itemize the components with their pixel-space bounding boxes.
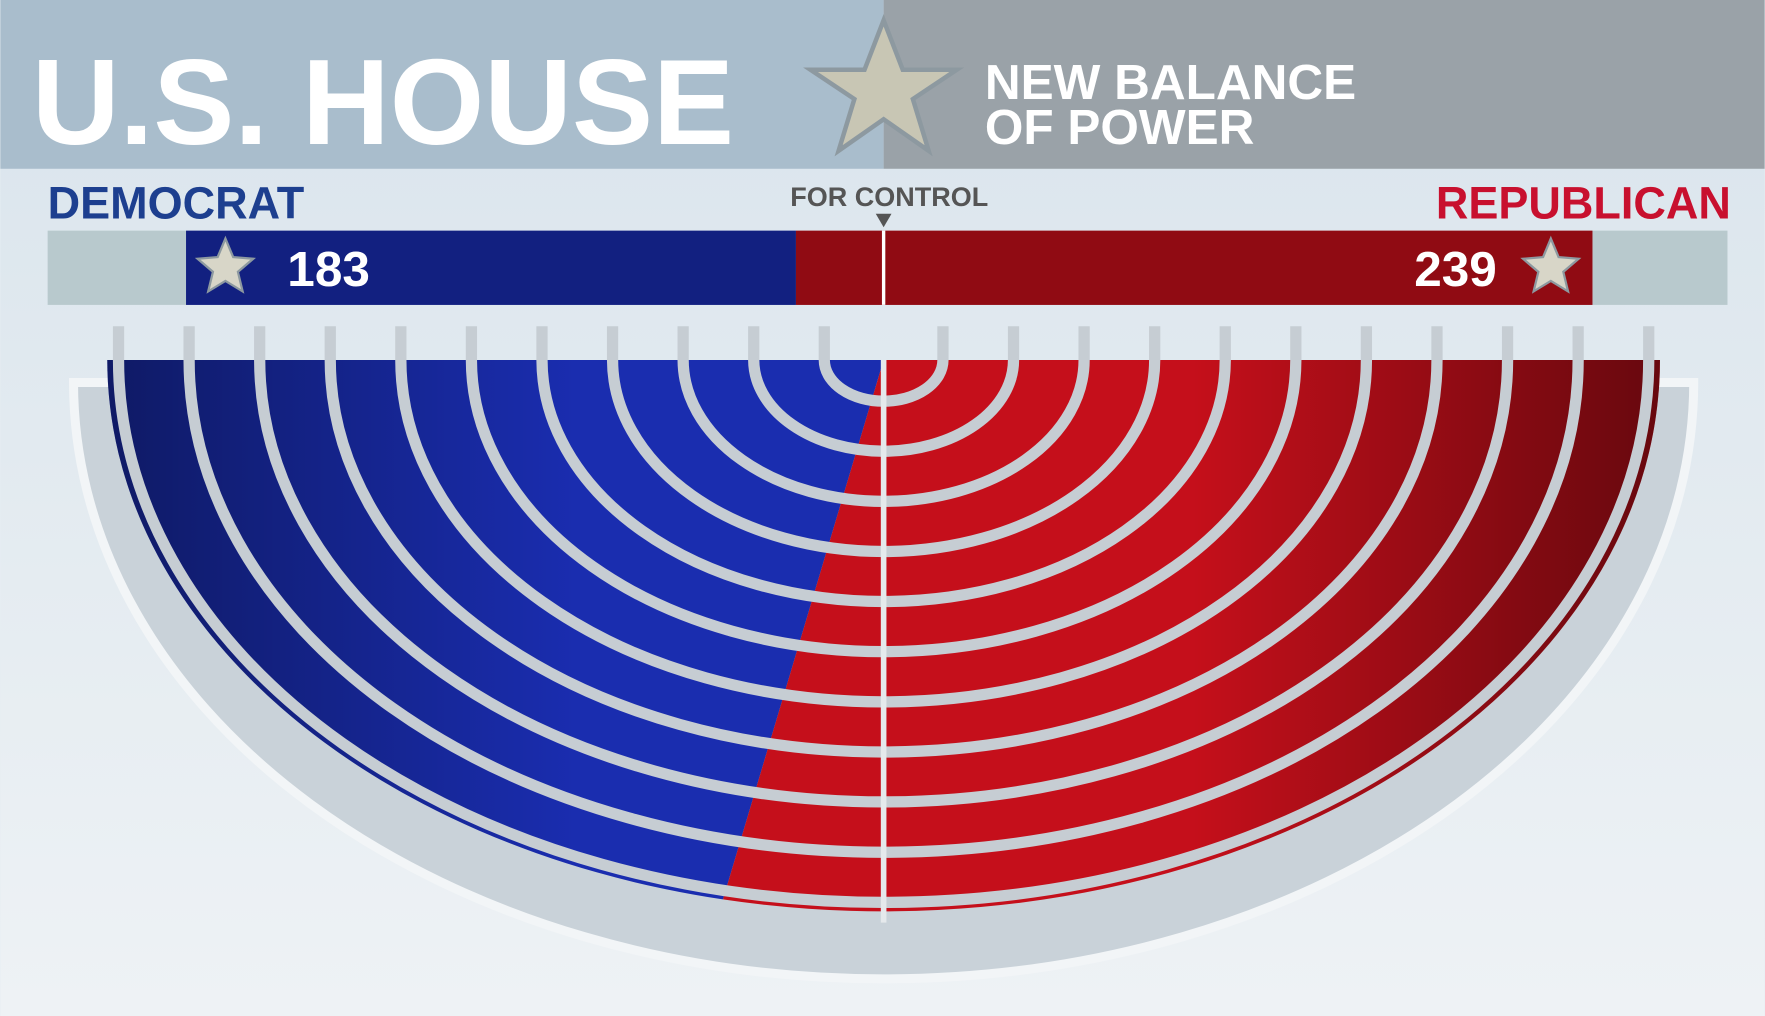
- subtitle-line: OF POWER: [985, 100, 1254, 155]
- bar-shade: [186, 231, 1592, 305]
- title: U.S. HOUSE: [32, 34, 734, 170]
- democrat-count: 183: [287, 242, 370, 297]
- page-body: {"header": {"title": "U.S. HOUSE", "subt…: [0, 0, 1765, 1016]
- democrat-label: DEMOCRAT: [48, 177, 305, 228]
- bar-cap: [1592, 231, 1727, 305]
- seat-bar: 183 239: [186, 231, 1592, 305]
- bar-cap: [48, 231, 186, 305]
- page: U.S. House html, body { margin: 0; paddi…: [0, 0, 1765, 1016]
- control-label: FOR CONTROL: [790, 182, 988, 212]
- republican-label: REPUBLICAN: [1436, 177, 1731, 228]
- graphic: U.S. HOUSE NEW BALANCE OF POWER DEMOCRAT…: [0, 0, 1765, 1016]
- republican-count: 239: [1414, 242, 1497, 297]
